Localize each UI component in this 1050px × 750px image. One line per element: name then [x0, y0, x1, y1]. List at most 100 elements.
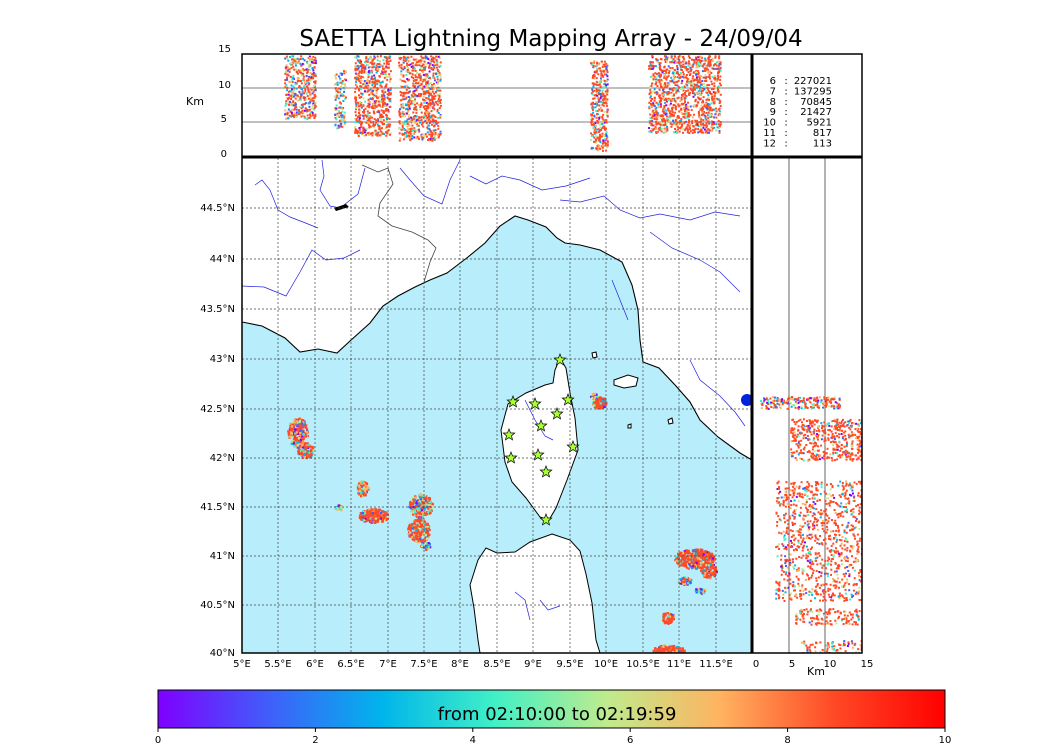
- latitude-label: 44.5°N: [200, 203, 235, 214]
- longitude-label: 9.5°E: [556, 659, 583, 670]
- stat-row: 10: 5921: [763, 118, 832, 129]
- flash-cluster: [356, 480, 370, 498]
- country-border: [361, 164, 437, 283]
- altitude-streak: [398, 55, 442, 142]
- longitude-label: 11°E: [667, 659, 691, 670]
- side-altitude-tick: 10: [824, 659, 837, 670]
- altitude-tick: 10: [218, 80, 231, 91]
- figure-title: SAETTA Lightning Mapping Array - 24/09/0…: [299, 26, 802, 52]
- side-altitude-tick: 15: [861, 659, 874, 670]
- stat-row: 11: 817: [763, 128, 832, 139]
- stat-count: 6: [770, 76, 776, 87]
- altitude-tick: 5: [221, 114, 227, 125]
- longitude-label: 6.5°E: [337, 659, 364, 670]
- stat-separator: :: [784, 118, 787, 129]
- altitude-density-plot: [284, 55, 722, 152]
- latitude-label: 40.5°N: [200, 600, 235, 611]
- colorbar-tick: 4: [470, 735, 476, 746]
- sensor-star: [534, 419, 548, 432]
- colorbar-tick: 8: [784, 735, 790, 746]
- small-island: [627, 423, 632, 429]
- stat-count: 11: [763, 128, 776, 139]
- altitude-streak: [334, 70, 347, 130]
- altitude-unit-label: Km: [186, 95, 204, 108]
- stat-count: 10: [763, 118, 776, 129]
- map-panel: 44.5°N 44°N 43.5°N 43°N 42.5°N 42°N 41.5°N 41°N…: [200, 158, 752, 670]
- stat-value: 21427: [800, 107, 832, 118]
- colorbar-gradient: [157, 689, 946, 729]
- stat-row: 7:137295: [770, 86, 832, 97]
- colorbar-label: from 02:10:00 to 02:19:59: [438, 704, 677, 725]
- sensor-star: [504, 451, 518, 464]
- altitude-tick: 0: [221, 149, 227, 160]
- altitude-streak: [790, 418, 862, 462]
- stat-separator: :: [784, 107, 787, 118]
- sensor-star: [506, 395, 520, 408]
- flash-cluster: [694, 587, 708, 596]
- stat-value: 113: [813, 138, 832, 149]
- latitude-label: 41.5°N: [200, 502, 235, 513]
- longitude-label: 8.5°E: [483, 659, 510, 670]
- stat-value: 817: [813, 128, 832, 139]
- longitude-label: 5.5°E: [264, 659, 291, 670]
- sensor-star: [502, 428, 516, 441]
- latitude-label: 43.5°N: [200, 304, 235, 315]
- latitude-label: 44°N: [210, 254, 235, 265]
- latitude-label: 42°N: [210, 453, 235, 464]
- lake: [334, 204, 349, 211]
- elba-island: [613, 374, 639, 389]
- longitude-label: 7°E: [379, 659, 397, 670]
- altitude-density-plot: [760, 396, 862, 653]
- stat-value: 5921: [807, 118, 832, 129]
- longitude-label: 5°E: [233, 659, 251, 670]
- side-altitude-tick: 5: [789, 659, 795, 670]
- sensor-star: [553, 353, 567, 366]
- stat-separator: :: [784, 138, 787, 149]
- longitude-labels: 5°E 5.5°E 6°E 6.5°E 7°E 7.5°E 8°E 8.5°E 9°E 9.5°E…: [233, 659, 733, 670]
- longitude-label: 9°E: [524, 659, 542, 670]
- sardinia-island: [469, 533, 601, 653]
- colorbar-tick: 0: [155, 735, 161, 746]
- stat-separator: :: [784, 76, 787, 87]
- stat-count: 12: [763, 138, 776, 149]
- sensor-star: [539, 513, 553, 526]
- altitude-latitude-panel: 0 5 10 15 Km: [741, 158, 873, 678]
- lat-lon-grid: [242, 158, 752, 653]
- latitude-label: 40°N: [210, 648, 235, 659]
- stat-value: 70845: [800, 97, 832, 108]
- corsica-island: [500, 356, 579, 521]
- sensor-star: [566, 440, 580, 453]
- flash-cluster: [662, 611, 675, 625]
- latitude-labels: 44.5°N 44°N 43.5°N 43°N 42.5°N 42°N 41.5°N 41°N…: [200, 203, 235, 659]
- coastline: [242, 215, 752, 461]
- longitude-label: 11.5°E: [699, 659, 733, 670]
- altitude-streak: [284, 55, 317, 120]
- flash-cluster: [408, 493, 434, 519]
- latitude-label: 41°N: [210, 551, 235, 562]
- sensor-star: [561, 393, 575, 406]
- edge-source-marker: [741, 394, 753, 406]
- stat-count: 7: [770, 86, 776, 97]
- sensor-star: [531, 448, 545, 461]
- sensor-star: [539, 465, 553, 478]
- stat-row: 9: 21427: [770, 107, 832, 118]
- time-colorbar: from 02:10:00 to 02:19:59 0 2 4 6 8 10: [155, 689, 951, 746]
- longitude-label: 7.5°E: [410, 659, 437, 670]
- side-altitude-unit-label: Km: [807, 665, 825, 678]
- altitude-streak: [795, 608, 862, 626]
- altitude-longitude-panel: Km 15 10 5 0: [186, 44, 752, 160]
- longitude-label: 6°E: [306, 659, 324, 670]
- side-altitude-tick: 0: [753, 659, 759, 670]
- altitude-streak: [648, 55, 722, 134]
- stat-separator: :: [784, 97, 787, 108]
- sensor-star: [528, 397, 542, 410]
- flash-count-stats: 6:2270217:1372958:708459:2142710:592111:…: [752, 54, 862, 157]
- flash-cluster: [287, 417, 309, 449]
- rivers: [242, 159, 746, 621]
- flash-cluster: [407, 518, 431, 544]
- altitude-streak: [775, 480, 862, 602]
- latitude-label: 42.5°N: [200, 404, 235, 415]
- altitude-tick: 15: [218, 44, 231, 55]
- stat-row: 6:227021: [770, 76, 832, 87]
